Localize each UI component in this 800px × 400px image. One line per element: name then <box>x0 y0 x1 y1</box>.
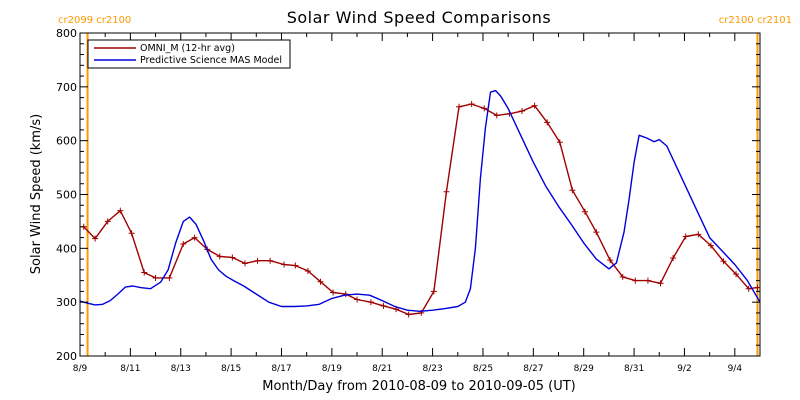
data-point-marker <box>304 267 311 274</box>
y-tick-label: 700 <box>56 81 77 94</box>
y-tick-label: 200 <box>56 350 77 363</box>
x-tick-label: 8/19 <box>322 364 342 374</box>
data-point-marker <box>141 269 148 276</box>
series-lines <box>79 89 761 318</box>
data-point-marker <box>330 289 337 296</box>
data-point-marker <box>342 291 349 298</box>
x-tick-label: 8/27 <box>523 364 543 374</box>
y-axis-label: Solar Wind Speed (km/s) <box>29 114 44 274</box>
data-point-marker <box>733 271 740 278</box>
data-point-marker <box>531 102 538 109</box>
y-tick-label: 300 <box>56 296 77 309</box>
y-tick-label: 500 <box>56 189 77 202</box>
series-line-0 <box>83 103 758 316</box>
data-point-marker <box>229 254 236 261</box>
data-point-marker <box>292 262 299 269</box>
data-point-marker <box>430 288 437 295</box>
data-point-marker <box>519 108 525 115</box>
data-point-marker <box>745 285 752 292</box>
data-point-marker <box>152 274 159 281</box>
data-point-marker <box>117 207 124 214</box>
x-tick-label: 8/25 <box>473 364 493 374</box>
data-point-marker <box>707 242 714 249</box>
data-point-marker <box>380 302 387 309</box>
data-point-marker <box>128 230 135 237</box>
data-point-marker <box>241 260 248 267</box>
data-point-marker <box>216 253 223 260</box>
data-point-marker <box>695 231 702 238</box>
x-tick-label: 8/11 <box>120 364 140 374</box>
data-point-marker <box>354 296 361 303</box>
x-tick-label: 8/23 <box>422 364 442 374</box>
x-tick-label: 8/9 <box>73 364 88 374</box>
data-point-marker <box>317 278 324 285</box>
data-point-marker <box>443 188 450 195</box>
y-tick-label: 400 <box>56 242 77 255</box>
x-axis-label: Month/Day from 2010-08-09 to 2010-09-05 … <box>262 379 575 394</box>
data-point-marker <box>657 280 664 287</box>
data-point-marker <box>754 284 761 291</box>
data-point-marker <box>569 187 576 194</box>
data-point-marker <box>593 229 600 236</box>
x-tick-label: 8/21 <box>372 364 392 374</box>
data-point-marker <box>619 273 626 280</box>
data-point-marker <box>254 257 261 264</box>
data-point-marker <box>180 241 187 248</box>
data-point-marker <box>581 208 588 215</box>
data-point-marker <box>720 258 727 265</box>
axes: 200 300 400 500 600 700 800 8/9 8/11 8/13 8/15 8/17… <box>56 27 761 374</box>
data-point-marker <box>405 311 412 318</box>
data-point-marker <box>493 112 500 119</box>
data-point-marker <box>92 235 99 242</box>
data-point-marker <box>670 255 677 262</box>
legend-label-model: Predictive Science MAS Model <box>140 55 282 66</box>
legend: OMNI_M (12-hr avg) Predictive Science MA… <box>87 39 291 69</box>
y-tick-label: 600 <box>56 135 77 148</box>
x-tick-label: 8/31 <box>624 364 644 374</box>
carrington-label: cr2099 cr2100 <box>58 15 131 26</box>
x-tick-label: 8/17 <box>271 364 291 374</box>
y-tick-label: 800 <box>56 27 77 40</box>
plot-frame <box>79 32 761 357</box>
series-line-1 <box>79 89 761 312</box>
x-tick-label: 8/13 <box>171 364 191 374</box>
chart-title: Solar Wind Speed Comparisons <box>287 8 552 27</box>
carrington-label: cr2100 cr2101 <box>719 15 792 26</box>
data-point-marker <box>644 277 651 284</box>
data-point-marker <box>481 105 488 112</box>
data-point-marker <box>632 277 639 284</box>
data-point-marker <box>104 218 111 225</box>
data-point-marker <box>607 257 614 264</box>
x-tick-label: 9/2 <box>677 364 691 374</box>
data-point-marker <box>468 101 475 108</box>
x-tick-label: 8/15 <box>221 364 241 374</box>
data-point-marker <box>281 261 287 268</box>
data-point-marker <box>166 274 173 281</box>
data-point-marker <box>544 119 551 126</box>
data-point-marker <box>556 139 563 146</box>
data-point-marker <box>456 103 463 110</box>
data-point-marker <box>191 234 198 241</box>
data-point-marker <box>367 299 374 306</box>
x-tick-label: 8/29 <box>574 364 594 374</box>
data-point-marker <box>267 257 274 264</box>
x-tick-label: 9/4 <box>728 364 743 374</box>
data-point-marker <box>682 233 689 240</box>
legend-label-omni: OMNI_M (12-hr avg) <box>140 43 235 54</box>
legend-box <box>87 39 291 69</box>
